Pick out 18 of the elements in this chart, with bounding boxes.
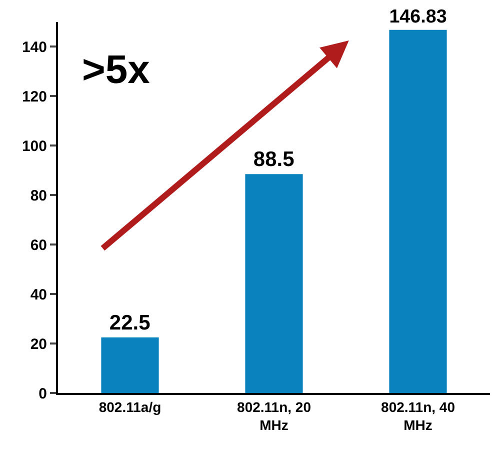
annotation: >5x [82,48,150,92]
x-tick-label: 802.11a/g [98,398,162,415]
y-tick-label: 100 [22,138,47,155]
y-tick-label: 20 [30,336,47,353]
x-tick-label: 802.11n, 20 MHz [237,398,312,433]
bar [389,30,447,393]
y-tick-label: 80 [30,187,47,204]
y-tick-label: 0 [38,385,47,402]
y-tick-label: 120 [22,88,47,106]
y-tick-label: 140 [22,38,47,56]
y-tick-label: 60 [30,236,47,254]
x-tick-label: 802.11n, 40 MHz [381,398,456,433]
data-label: 22.5 [109,311,151,334]
data-label: 88.5 [253,148,295,172]
bar [245,174,303,393]
data-label: 146.83 [389,5,447,26]
y-tick-label: 40 [30,286,47,304]
bar [101,337,159,393]
